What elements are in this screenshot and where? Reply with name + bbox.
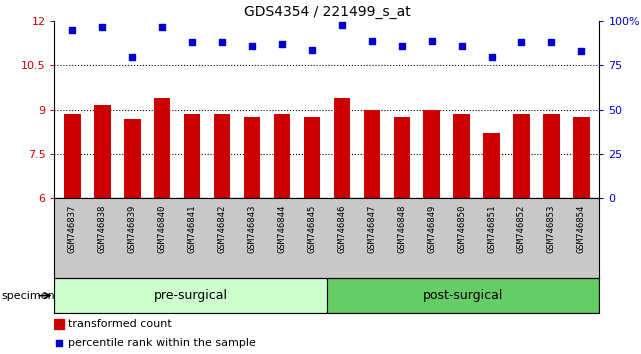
Text: GSM746847: GSM746847	[367, 205, 376, 253]
Text: GSM746853: GSM746853	[547, 205, 556, 253]
Bar	[94, 105, 111, 198]
Point	[576, 48, 587, 54]
Point	[97, 24, 108, 29]
Title: GDS4354 / 221499_s_at: GDS4354 / 221499_s_at	[244, 5, 410, 19]
Text: GSM746844: GSM746844	[278, 205, 287, 253]
Text: pre-surgical: pre-surgical	[154, 289, 228, 302]
Point	[487, 54, 497, 59]
Point	[247, 43, 257, 49]
Text: GSM746850: GSM746850	[457, 205, 466, 253]
Point	[67, 27, 78, 33]
Bar	[214, 114, 230, 198]
Bar	[363, 110, 380, 198]
Bar	[513, 114, 529, 198]
Text: GSM746841: GSM746841	[188, 205, 197, 253]
Text: GSM746849: GSM746849	[427, 205, 436, 253]
Point	[367, 38, 377, 44]
Point	[456, 43, 467, 49]
Point	[397, 43, 407, 49]
Point	[157, 24, 167, 29]
Text: GSM746837: GSM746837	[68, 205, 77, 253]
Text: percentile rank within the sample: percentile rank within the sample	[68, 338, 256, 348]
Point	[307, 47, 317, 52]
Text: GSM746846: GSM746846	[337, 205, 346, 253]
Text: transformed count: transformed count	[68, 319, 172, 329]
Bar	[327, 278, 599, 313]
Point	[217, 40, 228, 45]
Bar	[274, 114, 290, 198]
Text: GSM746854: GSM746854	[577, 205, 586, 253]
Text: GSM746843: GSM746843	[247, 205, 256, 253]
Text: GSM746848: GSM746848	[397, 205, 406, 253]
Text: GSM746852: GSM746852	[517, 205, 526, 253]
Point	[517, 40, 527, 45]
Bar	[483, 133, 500, 198]
Text: GSM746842: GSM746842	[218, 205, 227, 253]
Text: GSM746845: GSM746845	[308, 205, 317, 253]
Bar	[54, 319, 63, 329]
Bar	[424, 110, 440, 198]
Text: post-surgical: post-surgical	[423, 289, 503, 302]
Text: GSM746851: GSM746851	[487, 205, 496, 253]
Point	[187, 40, 197, 45]
Text: GSM746840: GSM746840	[158, 205, 167, 253]
Point	[277, 41, 287, 47]
Bar	[54, 278, 327, 313]
Point	[337, 22, 347, 28]
Text: GSM746838: GSM746838	[98, 205, 107, 253]
Bar	[453, 114, 470, 198]
Bar	[543, 114, 560, 198]
Bar	[394, 117, 410, 198]
Point	[426, 38, 437, 44]
Bar	[244, 117, 260, 198]
Bar	[154, 98, 171, 198]
Text: GSM746839: GSM746839	[128, 205, 137, 253]
Point	[546, 40, 556, 45]
Point	[54, 340, 64, 346]
Text: specimen: specimen	[1, 291, 55, 301]
Bar	[304, 117, 320, 198]
Bar	[184, 114, 201, 198]
Bar	[124, 119, 140, 198]
Point	[127, 54, 137, 59]
Bar	[64, 114, 81, 198]
Bar	[334, 98, 350, 198]
Bar	[573, 117, 590, 198]
